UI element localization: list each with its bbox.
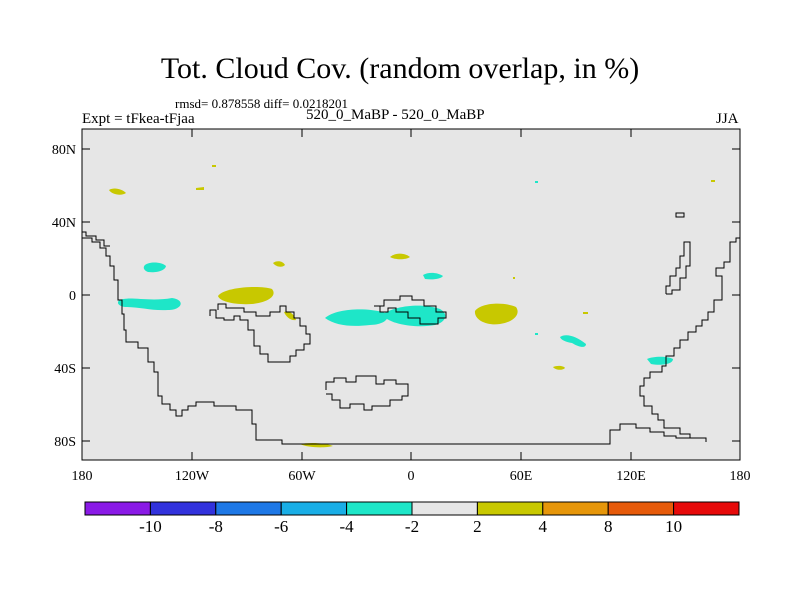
colorbar-box bbox=[84, 501, 151, 516]
season-label: JJA bbox=[716, 111, 739, 127]
lat-tick-label: 40N bbox=[52, 216, 76, 231]
anomaly-patch bbox=[560, 335, 586, 347]
anomaly-patch bbox=[423, 272, 443, 280]
anomaly-patch bbox=[117, 298, 181, 311]
colorbar-label: -10 bbox=[139, 517, 162, 536]
positive-anomaly-patches bbox=[109, 165, 715, 448]
land-outline bbox=[82, 231, 110, 247]
anomaly-patch bbox=[273, 261, 285, 267]
colorbar-box bbox=[673, 501, 740, 516]
stats-text: rmsd= 0.878558 diff= 0.0218201 bbox=[175, 96, 348, 111]
anomaly-patch bbox=[535, 333, 538, 335]
negative-anomaly-patches bbox=[117, 181, 673, 365]
colorbar-label: 10 bbox=[665, 517, 682, 536]
colorbar-label: -8 bbox=[209, 517, 223, 536]
subtitle: 520_0_MaBP - 520_0_MaBP bbox=[306, 107, 485, 123]
colorbar: -10 -8 -6 -4 -2 2 4 8 10 bbox=[84, 501, 740, 536]
anomaly-patch bbox=[196, 187, 204, 190]
colorbar-label: -4 bbox=[340, 517, 355, 536]
lon-tick-label: 180 bbox=[730, 469, 751, 484]
anomaly-patch bbox=[325, 309, 388, 326]
land-outline bbox=[82, 237, 707, 445]
colorbar-label: -2 bbox=[405, 517, 419, 536]
colorbar-box bbox=[607, 501, 675, 516]
colorbar-label: 2 bbox=[473, 517, 482, 536]
lat-tick-label: 0 bbox=[69, 289, 76, 304]
lon-tick-labels: 180 120W 60W 0 60E 120E 180 bbox=[72, 469, 751, 484]
anomaly-patch bbox=[513, 277, 515, 279]
axis-ticks bbox=[81, 129, 741, 460]
colorbar-box bbox=[542, 501, 609, 516]
anomaly-patch bbox=[390, 253, 410, 260]
land-outline bbox=[374, 295, 447, 325]
colorbar-box bbox=[476, 501, 544, 516]
lat-tick-label: 40S bbox=[54, 362, 76, 377]
anomaly-patch bbox=[382, 305, 446, 327]
anomaly-patch bbox=[284, 311, 296, 321]
land-outline bbox=[209, 303, 311, 363]
lon-tick-label: 60W bbox=[288, 469, 316, 484]
colorbar-label: 4 bbox=[539, 517, 548, 536]
anomaly-patch bbox=[553, 365, 565, 370]
lon-tick-label: 120W bbox=[175, 469, 210, 484]
anomaly-patch bbox=[711, 180, 715, 182]
anomaly-patch bbox=[212, 165, 216, 167]
anomaly-patch bbox=[109, 188, 126, 195]
experiment-label: Expt = tFkea-tFjaa bbox=[82, 111, 195, 127]
colorbar-box bbox=[280, 501, 348, 516]
anomaly-patch bbox=[218, 287, 274, 305]
lat-tick-label: 80N bbox=[52, 143, 76, 158]
land-outline bbox=[675, 212, 685, 218]
lon-tick-label: 120E bbox=[616, 469, 646, 484]
colorbar-box bbox=[215, 501, 282, 516]
land-outline bbox=[665, 241, 691, 295]
anomaly-patch bbox=[143, 262, 166, 273]
colorbar-label: 8 bbox=[604, 517, 613, 536]
colorbar-box bbox=[346, 501, 413, 516]
lon-tick-label: 60E bbox=[510, 469, 533, 484]
map-background bbox=[81, 128, 741, 461]
anomaly-patch bbox=[535, 181, 538, 183]
anomaly-patch bbox=[583, 312, 588, 314]
colorbar-box bbox=[411, 501, 478, 516]
land-outline bbox=[639, 237, 740, 439]
land-outline bbox=[325, 375, 409, 411]
lon-tick-label: 180 bbox=[72, 469, 93, 484]
land-outlines bbox=[82, 212, 740, 445]
lat-tick-labels: 80N 40N 0 40S 80S bbox=[52, 143, 76, 450]
colorbar-label: -6 bbox=[274, 517, 288, 536]
anomaly-patch bbox=[474, 303, 518, 325]
lat-tick-label: 80S bbox=[54, 435, 76, 450]
colorbar-box bbox=[149, 501, 217, 516]
plot-title: Tot. Cloud Cov. (random overlap, in %) bbox=[160, 52, 640, 85]
lon-tick-label: 0 bbox=[408, 469, 415, 484]
